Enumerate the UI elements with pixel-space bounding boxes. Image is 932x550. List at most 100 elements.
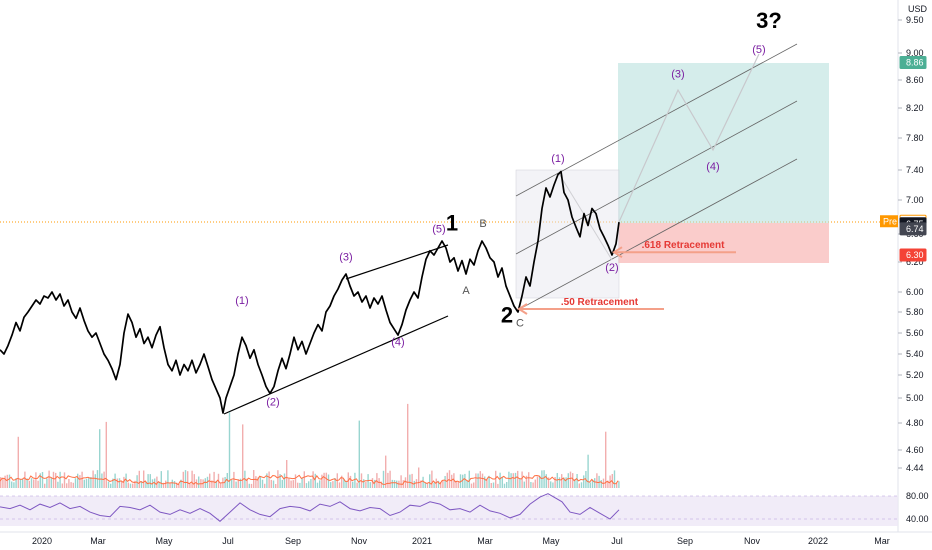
- volume-bar: [382, 470, 385, 488]
- time-tick-label: Sep: [285, 536, 301, 546]
- volume-bar: [160, 471, 162, 488]
- time-tick-label: Mar: [874, 536, 890, 546]
- volume-bar: [484, 476, 486, 488]
- wave-label: 2: [501, 303, 513, 328]
- retracement-lines: .618 Retracement .50 Retracement: [517, 240, 736, 315]
- price-tick-label: 9.00: [906, 48, 924, 58]
- rsi-tick-label: 80.00: [906, 491, 929, 501]
- volume-bar: [345, 481, 347, 488]
- volume-bar: [468, 470, 470, 488]
- time-tick-label: 2020: [32, 536, 52, 546]
- volume-bar: [50, 477, 52, 488]
- volume-bar: [187, 471, 189, 488]
- wave-label: (3): [339, 252, 352, 264]
- price-tick-label: 4.60: [906, 445, 924, 455]
- volume-bar: [539, 475, 541, 488]
- wave-label: A: [462, 285, 470, 297]
- wave-label: (2): [605, 262, 618, 274]
- volume-bar: [283, 473, 286, 488]
- volume-bar: [123, 476, 125, 488]
- price-tag: [899, 248, 927, 262]
- volume-bar: [486, 478, 488, 488]
- time-tick-label: Jul: [222, 536, 234, 546]
- volume-bar: [125, 473, 127, 488]
- volume-bar: [290, 480, 292, 488]
- volume-bar: [301, 478, 303, 488]
- volume-bar: [305, 483, 308, 488]
- volume-bar: [63, 472, 66, 488]
- volume-bar: [387, 472, 389, 488]
- volume-bar: [4, 475, 6, 488]
- volume-bar: [121, 481, 123, 488]
- volume-bar: [228, 412, 231, 488]
- volume-bar: [138, 470, 140, 488]
- wave-label: (1): [235, 295, 248, 307]
- time-tick-label: Nov: [744, 536, 761, 546]
- wave-label: 1: [446, 211, 458, 236]
- wave-label: (2): [266, 397, 279, 409]
- volume-bar: [583, 475, 585, 488]
- volume-bar: [294, 474, 297, 488]
- volume-bar: [338, 482, 341, 488]
- price-tick-label: 5.60: [906, 328, 924, 338]
- time-tick-label: 2022: [808, 536, 828, 546]
- volume-bar: [413, 480, 415, 488]
- volume-bar: [455, 480, 457, 488]
- volume-bar: [358, 420, 360, 488]
- volume-bar: [286, 460, 288, 488]
- retracement-label: .618 Retracement: [642, 240, 725, 251]
- volume-bar: [356, 482, 358, 488]
- wave-label: C: [516, 318, 524, 330]
- volume-bar: [444, 476, 446, 488]
- volume-bar: [184, 470, 187, 488]
- volume-bar: [233, 471, 235, 488]
- volume-bar: [429, 474, 431, 488]
- volume-bar: [44, 483, 46, 488]
- volume-bar: [158, 482, 160, 488]
- price-tick-label: 7.80: [906, 133, 924, 143]
- volume-bar: [81, 471, 83, 488]
- volume-bar: [543, 470, 545, 488]
- volume-bar: [248, 483, 250, 488]
- price-tick-label: 6.20: [906, 257, 924, 267]
- price-tick-label: 4.44: [906, 463, 924, 473]
- volume-bar: [94, 474, 96, 488]
- volume-bar: [567, 473, 569, 488]
- volume-bar: [424, 482, 426, 488]
- volume-bar: [506, 482, 508, 488]
- volume-bar: [41, 472, 44, 488]
- volume-bar: [281, 479, 283, 488]
- volume-bar: [433, 482, 435, 488]
- volume-bar: [162, 482, 165, 488]
- volume-bar: [466, 480, 468, 488]
- volume-bar: [334, 478, 336, 488]
- channel-middle: [515, 100, 798, 255]
- volume-bar: [587, 454, 589, 488]
- volume-bar: [156, 476, 158, 488]
- volume-bar: [61, 483, 63, 488]
- volume-bar: [536, 476, 539, 488]
- volume-bar: [178, 483, 180, 488]
- volume-bar: [257, 477, 259, 488]
- price-tick-label: 5.40: [906, 349, 924, 359]
- time-axis-ticks: 2020 Mar May Jul Sep Nov 2021 Mar May Jul Sep Nov 20…: [32, 536, 890, 546]
- wave-label: B: [479, 218, 486, 230]
- time-tick-label: May: [155, 536, 173, 546]
- volume-bar: [389, 470, 391, 488]
- volume-bar: [532, 482, 534, 488]
- volume-bar: [28, 480, 30, 488]
- volume-bar: [517, 470, 519, 488]
- price-line: [0, 170, 620, 414]
- volume-bar: [501, 477, 503, 488]
- volume-bar: [618, 481, 620, 488]
- volume-bar: [299, 482, 301, 488]
- volume-bar: [607, 480, 609, 488]
- volume-bar: [404, 477, 407, 488]
- price-tick-label: 9.50: [906, 15, 924, 25]
- volume-bar: [528, 472, 530, 488]
- volume-bar: [314, 473, 316, 488]
- wave-label: (4): [391, 337, 404, 349]
- price-tick-label: 6.00: [906, 287, 924, 297]
- volume-bar: [451, 474, 453, 488]
